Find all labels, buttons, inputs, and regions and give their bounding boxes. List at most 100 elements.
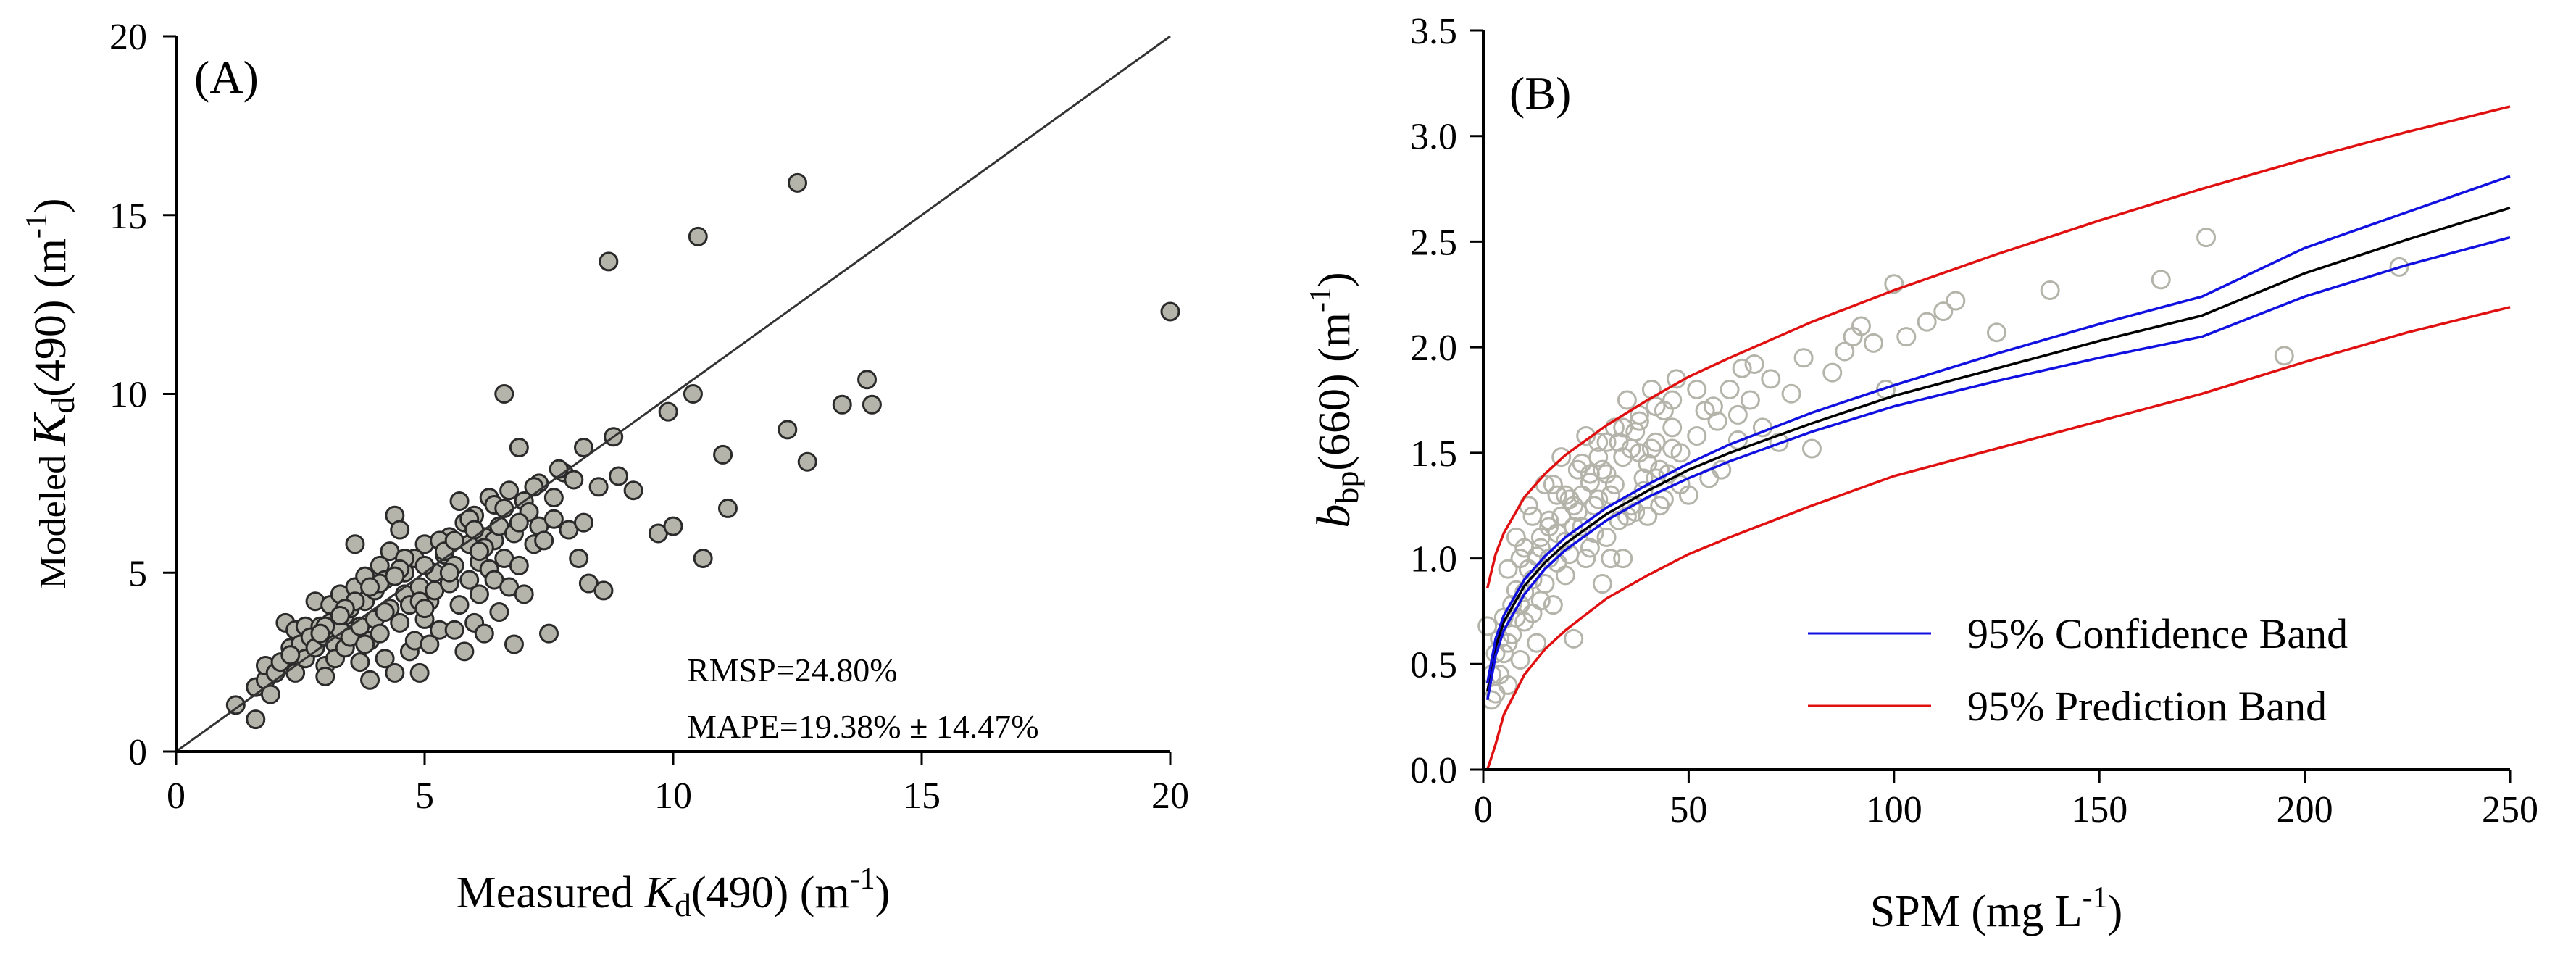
panel-b-series-fit-0 — [1485, 207, 2511, 692]
panel-a-point — [509, 555, 529, 575]
panel-a-point — [862, 394, 882, 415]
panel-b-legend: 95% Confidence Band 95% Prediction Band — [1808, 610, 2348, 730]
panel-b-point — [2274, 346, 2294, 366]
panel-b-point — [1863, 333, 1883, 353]
panel-b-point — [1576, 426, 1596, 446]
panel-b-point — [1481, 690, 1501, 710]
panel-b-point — [1510, 649, 1530, 670]
panel-b-point — [1588, 489, 1609, 509]
panel-b-point — [1576, 549, 1596, 569]
panel-a-x-tick-label: 20 — [1151, 775, 1189, 817]
panel-a-point — [280, 645, 301, 665]
ylab-a-sub: d — [44, 397, 81, 414]
panel-a-ticks: 0 5 10 15 20 0 5 10 15 20 — [109, 17, 1189, 817]
panel-a-y-tick-label: 15 — [109, 196, 147, 237]
panel-b-point — [1638, 506, 1658, 526]
panel-a-point — [420, 634, 440, 654]
panel-b-x-tick-label: 200 — [2277, 789, 2333, 831]
ylab-b-sup: -1 — [1304, 287, 1338, 312]
panel-b-point — [1712, 459, 1732, 480]
panel-a-point — [409, 662, 430, 683]
panel-a-point — [315, 666, 335, 686]
panel-b-point — [1551, 447, 1572, 467]
panel-a-point — [713, 444, 733, 465]
ylab-b-part5: ) — [1310, 272, 1359, 287]
panel-a-label: (A) — [194, 51, 259, 103]
panel-b-x-label: SPM (mg L-1) — [1870, 881, 2123, 936]
panel-b-point — [1801, 438, 1822, 459]
panel-a-point — [469, 584, 489, 604]
panel-b-point — [1629, 443, 1649, 463]
panel-b-point — [1662, 417, 1683, 438]
panel-b-point — [1547, 485, 1567, 505]
panel-b-point — [1720, 379, 1740, 399]
xlab-a-sub: d — [675, 886, 691, 923]
panel-b-point — [1564, 517, 1584, 537]
panel-b-point — [1527, 633, 1547, 653]
panel-b-point — [1555, 565, 1575, 586]
xlab-a-k: K — [644, 868, 678, 917]
panel-b-point — [1740, 390, 1760, 410]
panel-b-x-tick-label: 50 — [1670, 789, 1707, 831]
xlab-a-part3: (490) (m — [691, 868, 850, 917]
ylab-a-sup: -1 — [20, 213, 54, 238]
panel-b-x-tick-label: 150 — [2071, 789, 2127, 831]
panel-b-point — [1510, 549, 1530, 569]
panel-a-point — [454, 641, 475, 662]
panel-b-point — [1498, 675, 1518, 695]
panel-a-point — [609, 466, 629, 486]
panel-b-point — [1617, 390, 1637, 410]
panel-a-point — [390, 520, 410, 540]
panel-a-x-tick-label: 5 — [415, 775, 434, 817]
panel-a-point — [539, 623, 559, 644]
panel-b-point — [1613, 549, 1633, 569]
panel-b-point — [1781, 383, 1801, 404]
panel-a-y-label: Modeled Kd(490) (m-1) — [20, 198, 81, 588]
panel-b-point — [2196, 228, 2217, 248]
panel-b-y-tick-label: 2.5 — [1410, 222, 1457, 263]
panel-b-point — [1732, 358, 1752, 378]
panel-b-point — [2151, 270, 2171, 290]
panel-a-point — [489, 602, 509, 623]
panel-a-point — [385, 662, 405, 683]
panel-b-point — [1727, 404, 1748, 425]
panel-b-point — [1547, 523, 1567, 544]
panel-b-x-tick-label: 0 — [1474, 789, 1493, 831]
panel-b-point — [1601, 549, 1621, 569]
panel-a-point — [345, 534, 365, 554]
panel-b-point — [1625, 422, 1646, 442]
panel-a-point — [514, 584, 534, 604]
panel-b-point — [1933, 301, 1954, 322]
panel-b: 0 50 100 150 200 2500.00.51.01.52.02.53.03.5 … — [1304, 11, 2538, 936]
panel-b-point — [1707, 411, 1727, 431]
ylab-a-k: K — [23, 412, 76, 446]
panel-b-point — [1793, 348, 1814, 368]
panel-a-point — [459, 570, 480, 590]
panel-a-point — [370, 623, 390, 644]
panel-b-point — [1662, 438, 1683, 459]
panel-b-point — [1543, 475, 1563, 495]
panel-b-point — [1592, 459, 1612, 480]
panel-b-point — [1596, 432, 1617, 452]
panel-b-point — [1530, 538, 1551, 558]
xlab-b-part3: ) — [2108, 887, 2123, 936]
ylab-b-sub: bp — [1328, 471, 1365, 504]
panel-b-point — [1646, 396, 1666, 417]
panel-a-point — [663, 516, 683, 536]
panel-a-point — [543, 509, 564, 529]
panel-b-y-tick-label: 3.5 — [1410, 11, 1457, 52]
panel-b-point — [1477, 616, 1498, 636]
panel-a-scatter-points — [225, 172, 1180, 730]
xlab-b-part1: SPM (mg L — [1870, 887, 2083, 936]
panel-a-x-label: Measured Kd(490) (m-1) — [457, 862, 891, 923]
panel-a-point — [375, 602, 395, 623]
panel-b-point — [1884, 274, 1904, 294]
panel-b-y-tick-label: 1.5 — [1410, 433, 1457, 475]
panel-b-point — [1559, 489, 1580, 509]
panel-a-point — [499, 480, 520, 501]
panel-a-point — [444, 620, 464, 640]
rmsp-annotation: RMSP=24.80% — [687, 652, 898, 688]
panel-b-point — [1592, 574, 1612, 594]
panel-a-point — [509, 438, 529, 458]
panel-a-point — [260, 684, 280, 704]
